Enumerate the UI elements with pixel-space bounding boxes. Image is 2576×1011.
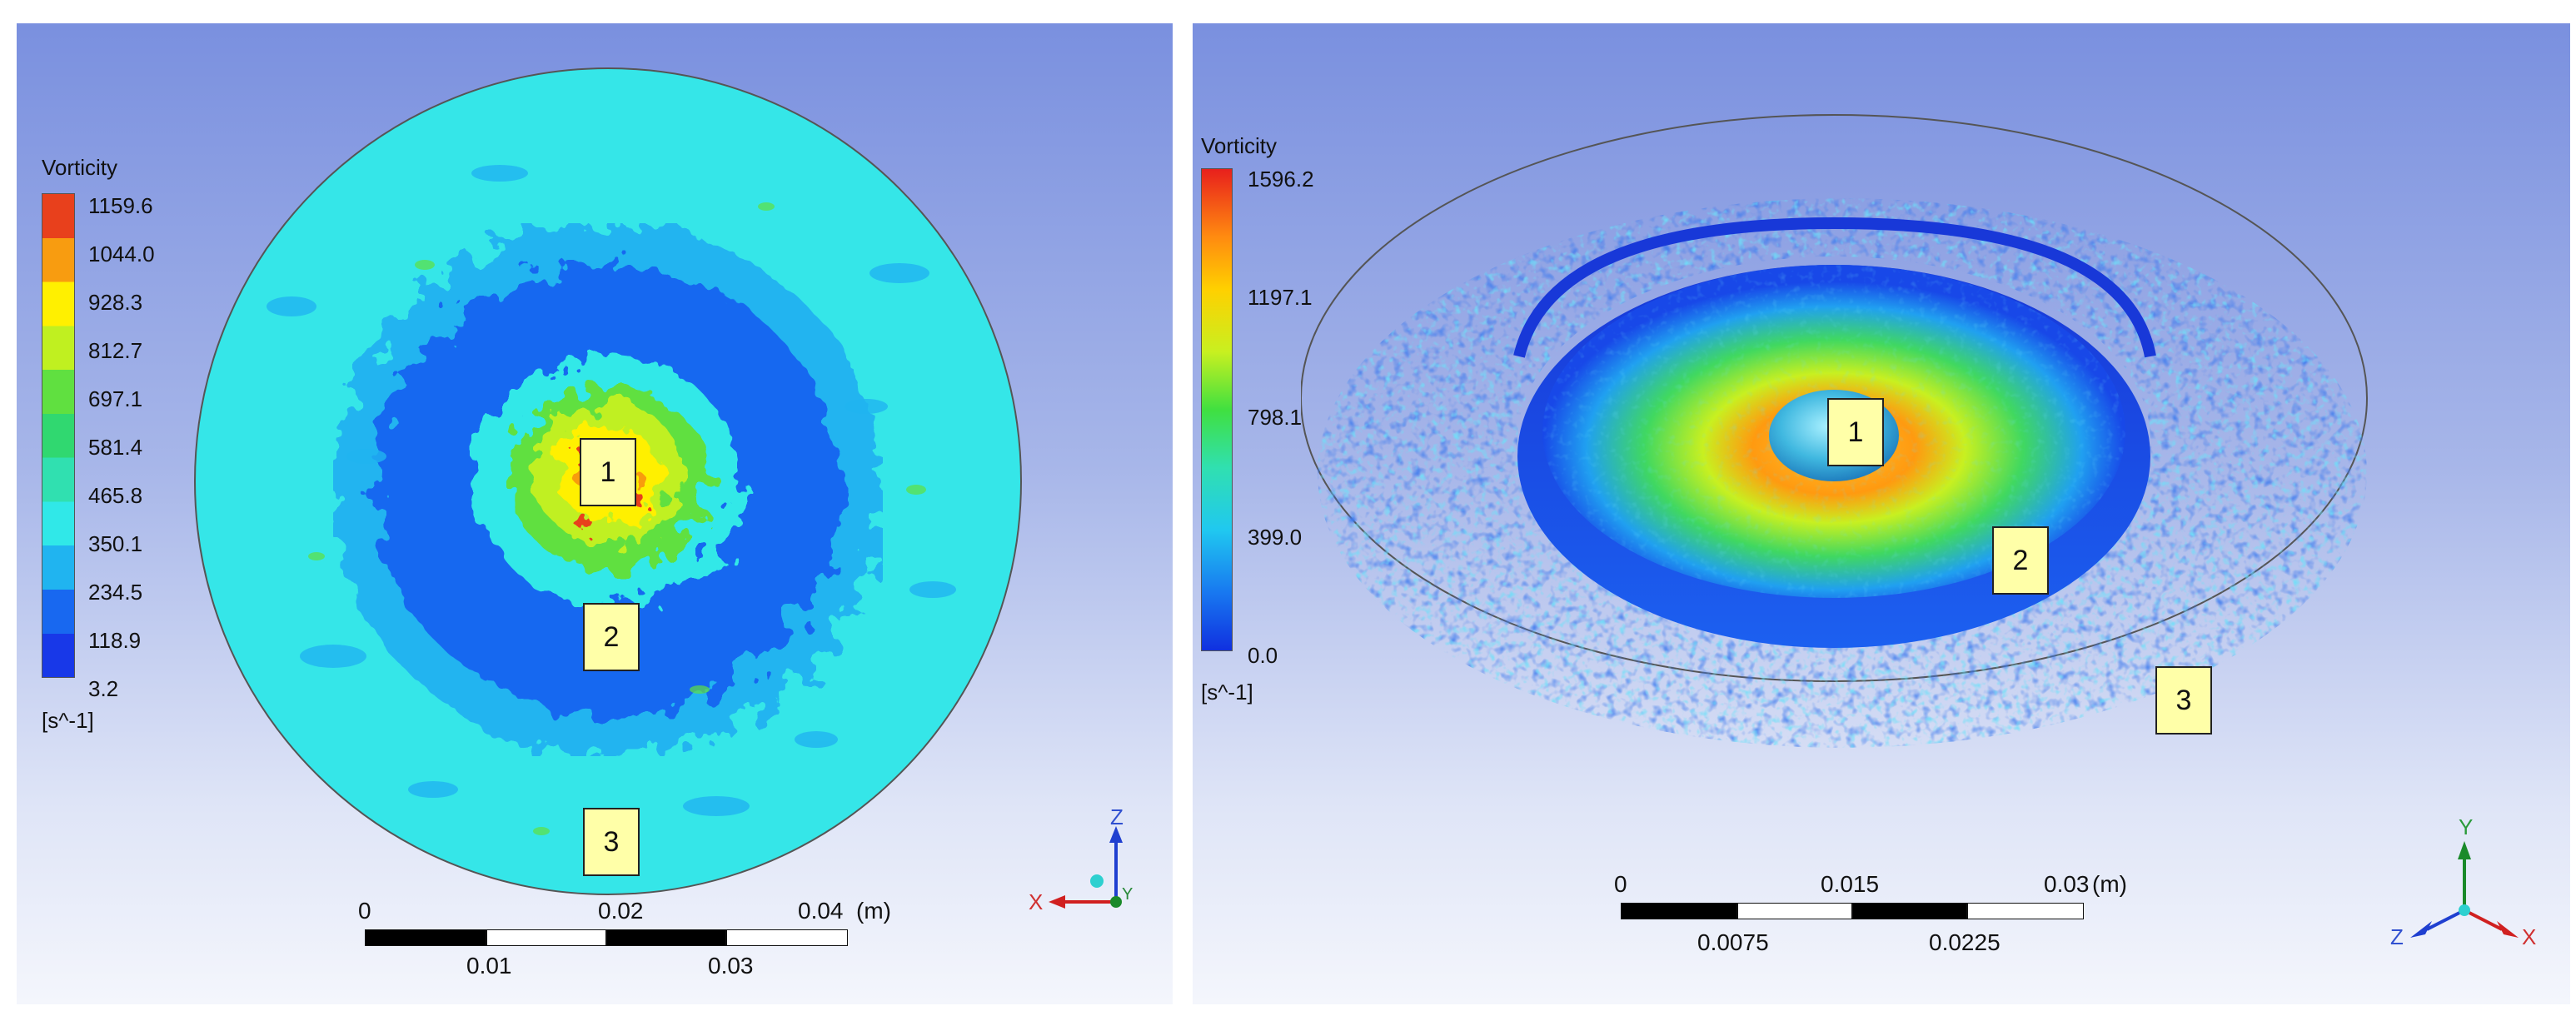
scale-top-label: 0.015 (1821, 871, 1880, 897)
region-label-1: 1 (1827, 398, 1884, 466)
legend-tick: 1197.1 (1248, 285, 1313, 310)
scale-segment (486, 929, 606, 946)
legend-title: Vorticity (42, 155, 118, 180)
scale-top-label: 0.04 (798, 898, 844, 924)
scale-top-label: 0 (1614, 871, 1627, 897)
region-label-3: 3 (583, 808, 640, 876)
legend-tick: 1044.0 (88, 242, 155, 266)
legend-color-bar (1201, 168, 1233, 651)
right-axis-triad: Y X Z (2390, 814, 2536, 949)
scale-bottom-label: 0.0075 (1697, 929, 1769, 955)
left-vorticity-panel: Vorticity 1159.6 1044.0 928.3 812.7 697.… (17, 23, 1173, 1004)
legend-tick: 798.1 (1248, 405, 1303, 430)
region-label-2: 2 (583, 603, 640, 671)
scale-unit: (m) (2092, 871, 2127, 897)
scale-top-label: 0.02 (598, 898, 644, 924)
scale-bottom-label: 0.03 (708, 953, 754, 979)
legend-tick: 234.5 (88, 580, 143, 605)
scale-segment (1621, 903, 1737, 919)
region-label-3: 3 (2155, 666, 2212, 735)
right-scale-bar: 0 0.015 0.03 (m) 0.0075 0.0225 (1614, 871, 2154, 979)
scale-top-label: 0.03 (2044, 871, 2090, 897)
legend-unit: [s^-1] (1201, 680, 1253, 705)
axis-label-y: Y (1122, 885, 1133, 904)
legend-tick: 812.7 (88, 338, 143, 363)
legend-tick: 465.8 (88, 483, 143, 508)
region-label-2: 2 (1992, 526, 2049, 595)
axis-label-z: Z (1110, 804, 1124, 829)
legend-tick: 350.1 (88, 531, 143, 556)
legend-tick: 697.1 (88, 386, 143, 411)
axis-label-x: X (1029, 889, 1043, 914)
scale-bottom-label: 0.0225 (1929, 929, 2001, 955)
legend-tick: 928.3 (88, 290, 143, 315)
legend-unit: [s^-1] (42, 708, 94, 733)
right-vorticity-isosurface (1301, 114, 2368, 748)
axis-label-x: X (2522, 924, 2536, 949)
left-axis-triad: Z X Y (1029, 804, 1133, 914)
legend-tick: 118.9 (88, 628, 142, 653)
scale-segment (1852, 903, 1967, 919)
legend-title: Vorticity (1201, 133, 1278, 158)
scale-segment (606, 929, 726, 946)
region-label-1: 1 (580, 438, 636, 506)
right-vorticity-panel: Vorticity 1596.2 1197.1 798.1 399.0 0.0 … (1193, 23, 2570, 1004)
legend-tick: 1596.2 (1248, 167, 1314, 192)
legend-tick: 0.0 (1248, 643, 1278, 668)
scale-segment (365, 929, 486, 946)
scale-unit: (m) (856, 898, 891, 924)
legend-tick: 3.2 (88, 676, 119, 701)
scale-segment (1967, 903, 2084, 919)
legend-color-bar (42, 193, 75, 678)
axis-label-z: Z (2390, 924, 2404, 949)
scale-segment (1737, 903, 1852, 919)
left-scale-bar: 0 0.02 0.04 (m) 0.01 0.03 (358, 898, 891, 998)
scale-top-label: 0 (358, 898, 371, 924)
legend-tick: 399.0 (1248, 525, 1303, 550)
axis-label-y: Y (2459, 814, 2473, 839)
scale-bottom-label: 0.01 (466, 953, 512, 979)
scale-segment (726, 929, 848, 946)
legend-tick: 581.4 (88, 435, 143, 460)
legend-tick: 1159.6 (88, 193, 153, 218)
